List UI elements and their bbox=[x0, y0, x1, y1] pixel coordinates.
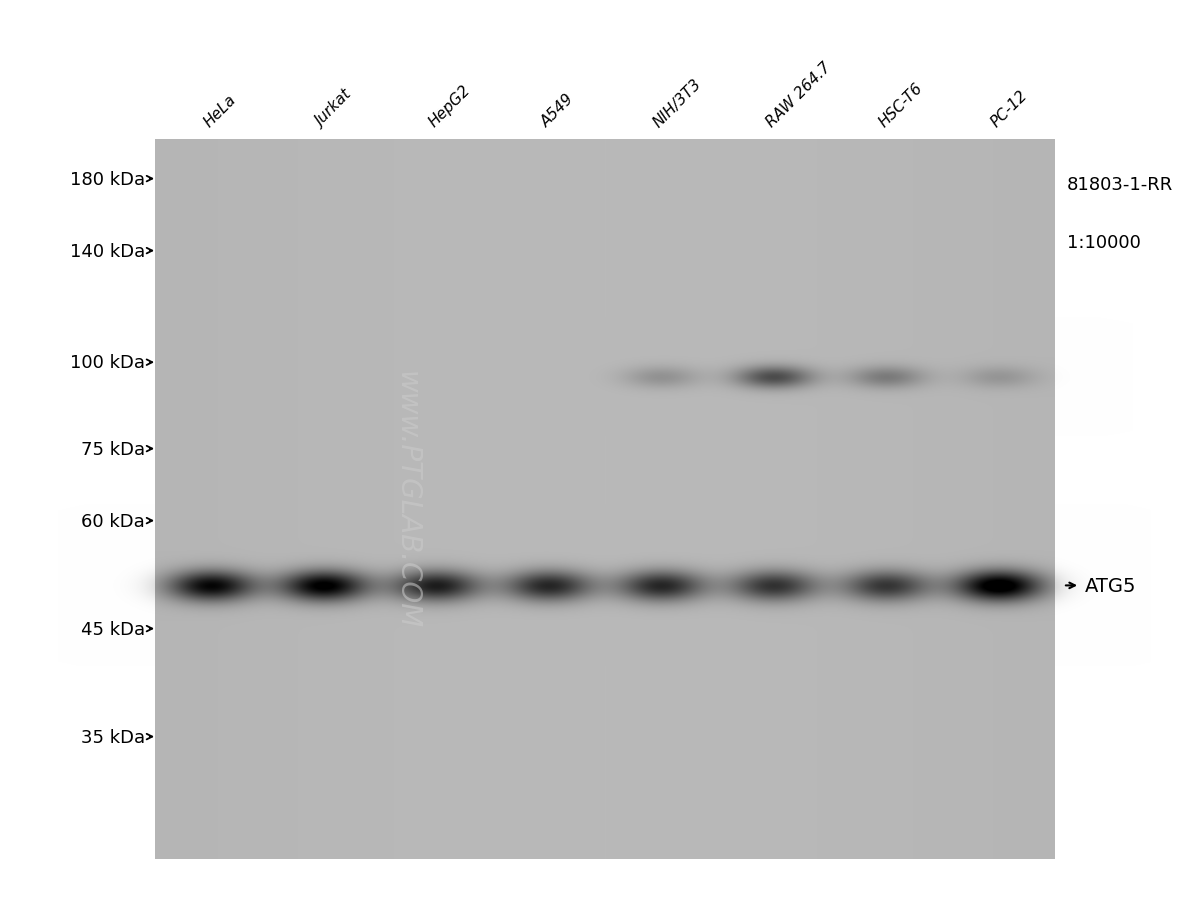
Text: ATG5: ATG5 bbox=[1085, 576, 1136, 595]
Text: 75 kDa: 75 kDa bbox=[80, 440, 145, 458]
Text: 81803-1-RR: 81803-1-RR bbox=[1067, 176, 1174, 194]
Text: 100 kDa: 100 kDa bbox=[70, 354, 145, 372]
Text: A549: A549 bbox=[538, 91, 577, 130]
Text: HeLa: HeLa bbox=[200, 92, 239, 130]
Text: 1:10000: 1:10000 bbox=[1067, 234, 1141, 252]
Text: HepG2: HepG2 bbox=[426, 82, 473, 130]
Text: 45 kDa: 45 kDa bbox=[80, 620, 145, 638]
Text: 140 kDa: 140 kDa bbox=[70, 243, 145, 261]
Text: www.PTGLAB.COM: www.PTGLAB.COM bbox=[394, 371, 421, 629]
Text: 35 kDa: 35 kDa bbox=[80, 728, 145, 746]
Text: 60 kDa: 60 kDa bbox=[82, 512, 145, 530]
Text: HSC-T6: HSC-T6 bbox=[876, 80, 925, 130]
Text: RAW 264.7: RAW 264.7 bbox=[763, 60, 834, 130]
Text: 180 kDa: 180 kDa bbox=[70, 170, 145, 189]
Text: PC-12: PC-12 bbox=[988, 87, 1031, 130]
Text: NIH/3T3: NIH/3T3 bbox=[650, 76, 704, 130]
Text: Jurkat: Jurkat bbox=[313, 87, 355, 130]
